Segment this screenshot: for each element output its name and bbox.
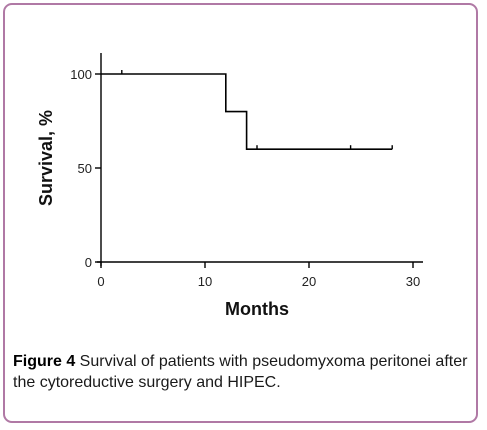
- axis-labels: Months Survival, %: [36, 110, 289, 319]
- x-tick-label: 20: [302, 274, 316, 289]
- x-axis-title: Months: [225, 299, 289, 319]
- figure-label: Figure 4: [13, 353, 76, 370]
- survival-step-line: [101, 73, 393, 150]
- y-axis-title: Survival, %: [36, 110, 56, 206]
- figure-caption: Figure 4 Survival of patients with pseud…: [13, 351, 473, 393]
- figure-frame: [3, 3, 478, 423]
- x-tick-label: 0: [97, 274, 104, 289]
- y-tick-label: 100: [70, 67, 92, 82]
- caption-text: Survival of patients with pseudomyxoma p…: [13, 353, 468, 391]
- chart-area: 0 50 100 0 10 20 30 Months Survival, %: [36, 53, 423, 319]
- y-tick-label: 50: [78, 161, 92, 176]
- series: [101, 70, 393, 150]
- ticks: 0 50 100 0 10 20 30: [70, 67, 420, 289]
- survival-chart: 0 50 100 0 10 20 30 Months Survival, %: [36, 53, 423, 319]
- x-tick-label: 30: [406, 274, 420, 289]
- y-tick-label: 0: [85, 255, 92, 270]
- x-tick-label: 10: [198, 274, 212, 289]
- axes: [97, 53, 423, 266]
